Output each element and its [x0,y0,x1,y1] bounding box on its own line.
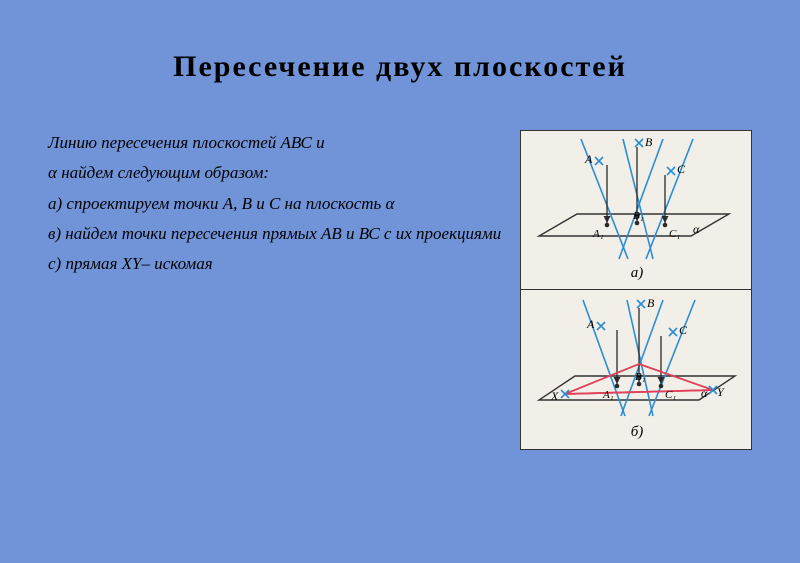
svg-text:C: C [679,323,688,337]
content-row: Линию пересечения плоскостей АВС и α най… [48,130,752,450]
svg-text:X: X [550,389,559,403]
intro-rest: найдем следующим образом: [61,163,269,182]
svg-text:C₁: C₁ [665,389,676,401]
slide: Пересечение двух плоскостей Линию пересе… [0,0,800,563]
svg-text:A₁: A₁ [602,389,614,401]
item-c: с) прямая XY– искомая [48,251,502,277]
figure-panel-a: A B C A₁ B₁ C₁ α а) [520,130,752,290]
figure-a-svg: A B C A₁ B₁ C₁ α а) [521,131,752,290]
intro-line-1: Линию пересечения плоскостей АВС и [48,130,502,156]
figure-column: A B C A₁ B₁ C₁ α а) X Y A B C A₁ B₁ C₁ α б) [520,130,752,450]
figure-b-svg: X Y A B C A₁ B₁ C₁ α б) [521,290,752,450]
intro-line-2: α найдем следующим образом: [48,160,502,186]
text-column: Линию пересечения плоскостей АВС и α най… [48,130,502,282]
svg-text:B₁: B₁ [633,210,644,222]
slide-title: Пересечение двух плоскостей [48,50,752,84]
intro-alpha: α [48,163,57,182]
item-b: в) найдем точки пересечения прямых АВ и … [48,221,502,247]
svg-text:B: B [647,296,655,310]
svg-text:B: B [645,135,653,149]
svg-text:A: A [586,317,595,331]
svg-text:A₁: A₁ [592,228,604,240]
svg-text:B₁: B₁ [635,371,646,383]
svg-text:α: α [693,222,700,236]
svg-text:б): б) [631,424,644,440]
svg-text:Y: Y [717,385,725,399]
svg-text:α: α [701,386,708,400]
svg-text:C₁: C₁ [669,228,680,240]
svg-text:а): а) [631,265,644,281]
svg-text:A: A [584,152,593,166]
figure-panel-b: X Y A B C A₁ B₁ C₁ α б) [520,290,752,450]
item-a: а) спроектируем точки А, В и С на плоско… [48,191,502,217]
svg-text:C: C [677,162,686,176]
